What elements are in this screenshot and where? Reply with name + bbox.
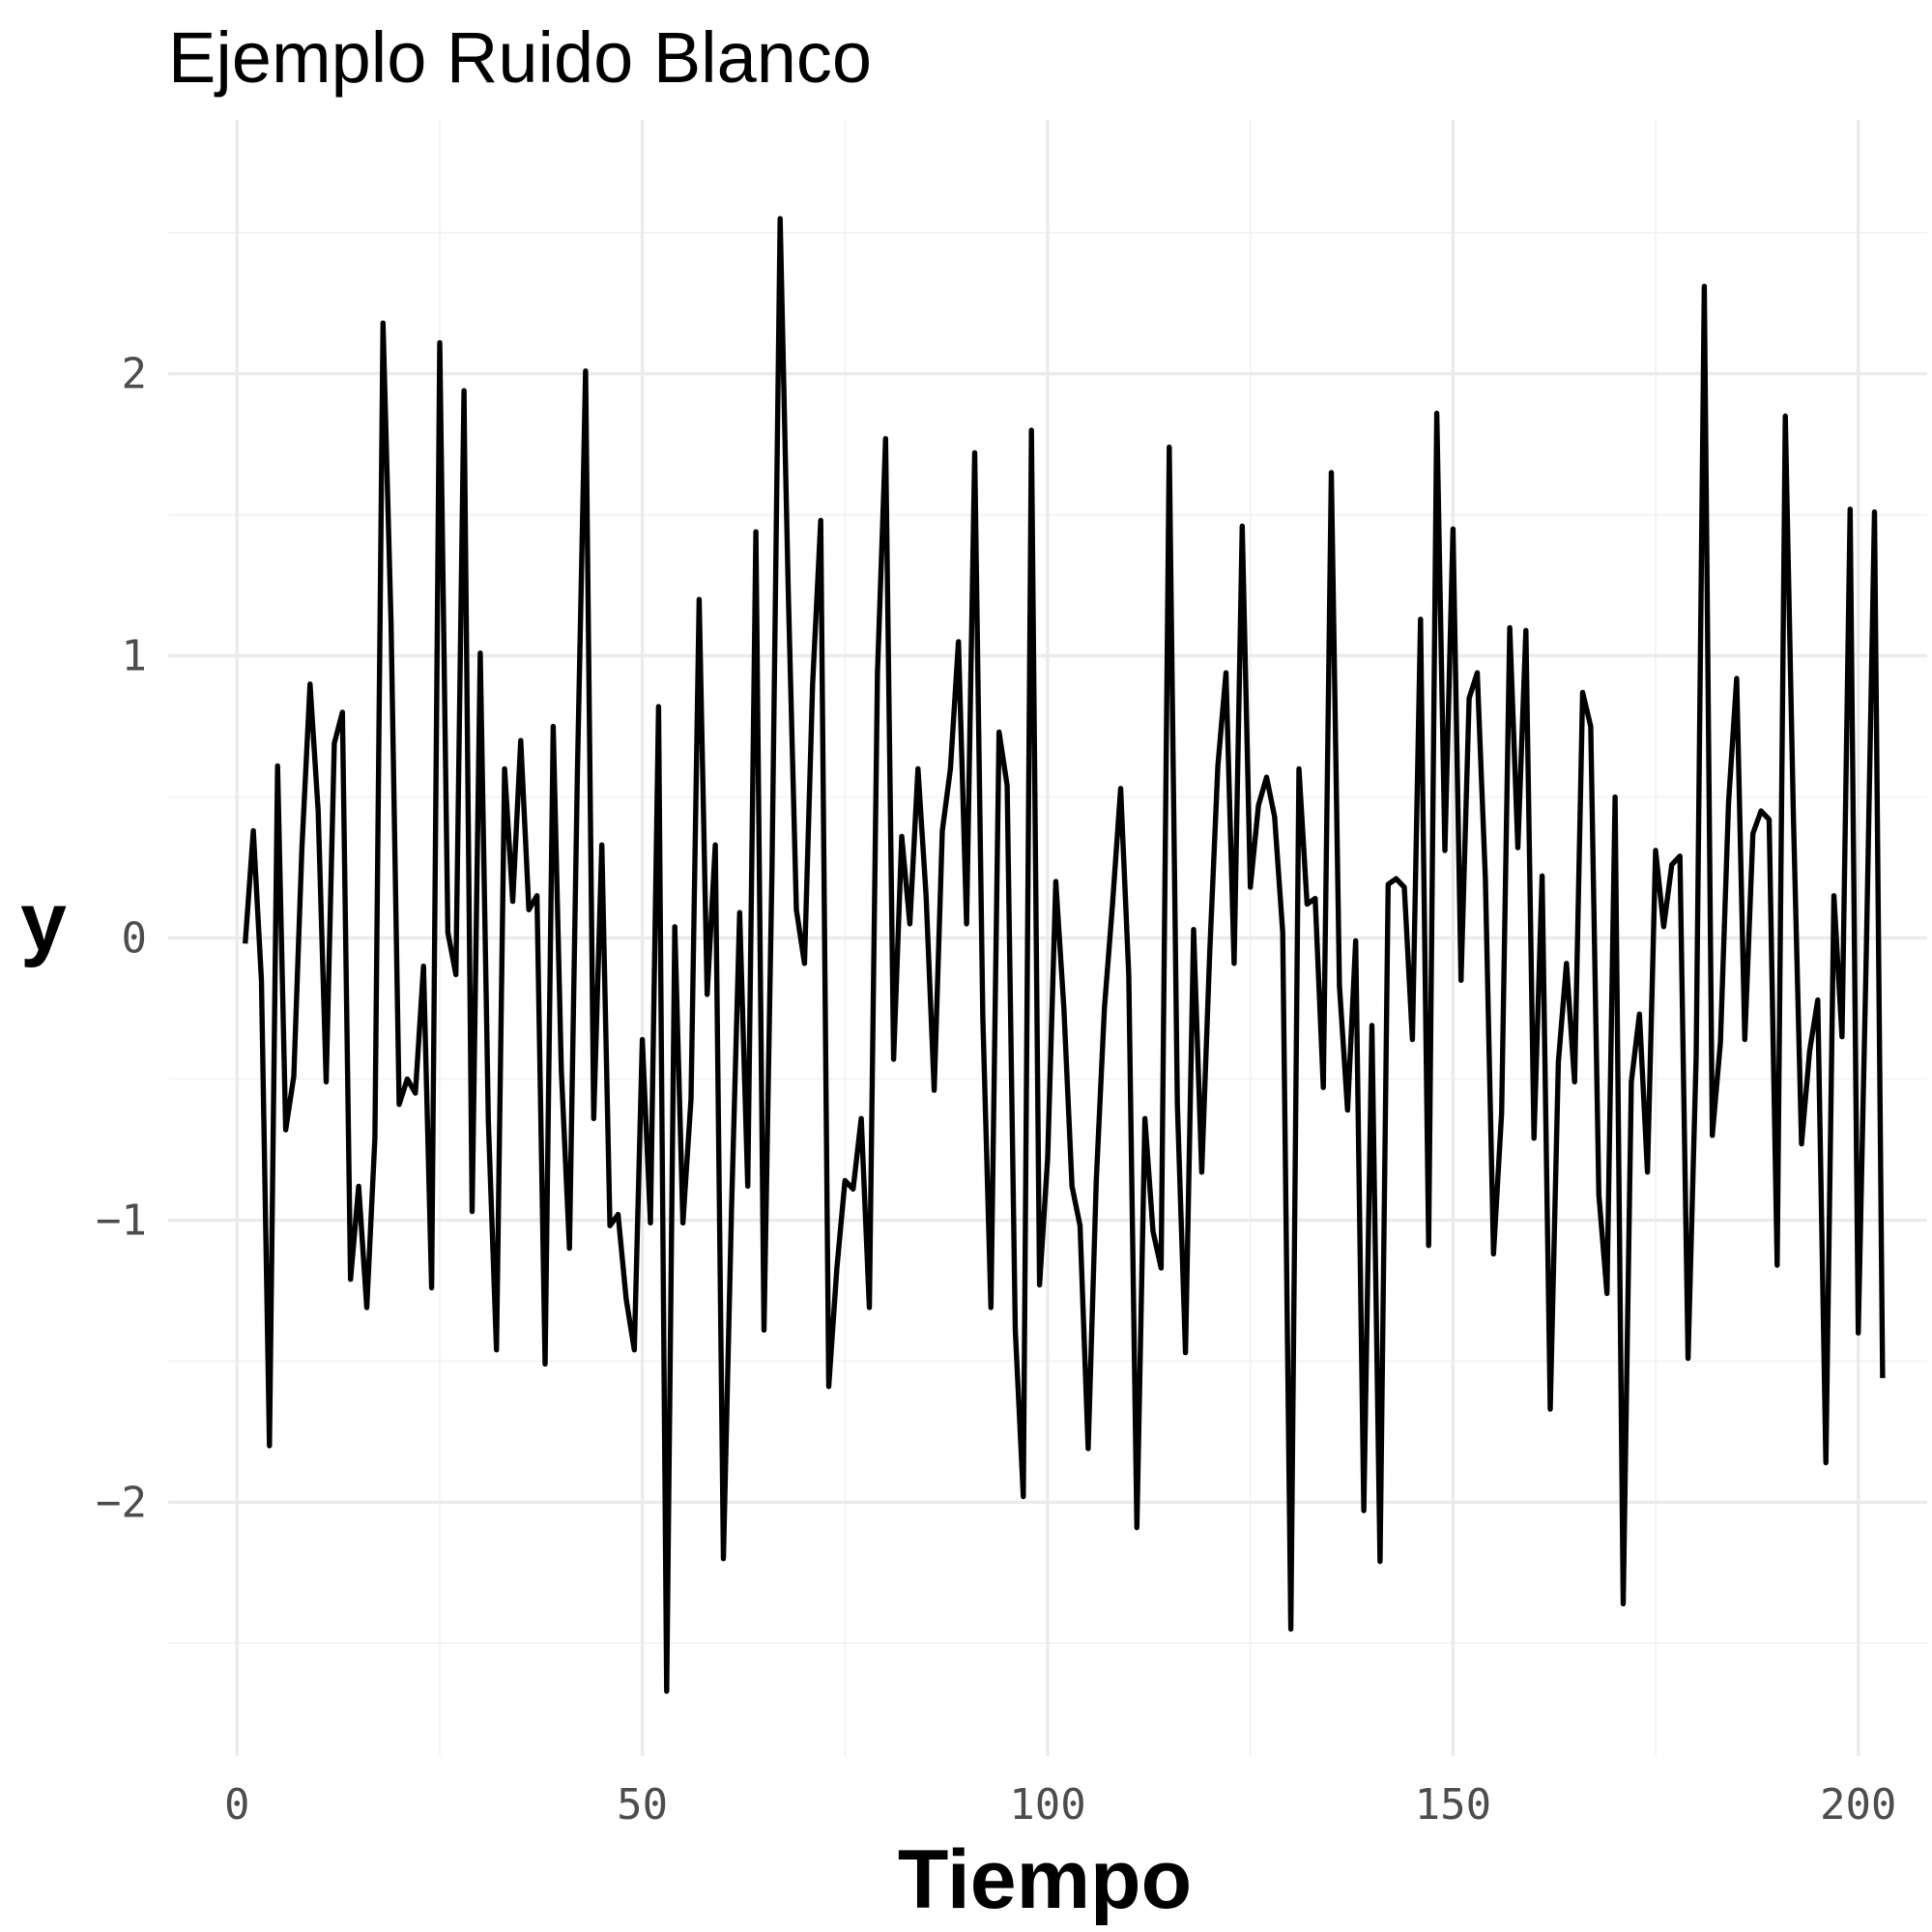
y-axis-title: y	[20, 876, 67, 968]
x-axis-title: Tiempo	[898, 1833, 1192, 1926]
y-tick-label: 0	[122, 914, 148, 964]
y-tick-label: −2	[96, 1478, 147, 1527]
x-tick-label: 0	[224, 1780, 250, 1830]
y-tick-label: 2	[122, 350, 148, 399]
x-axis-ticks: 0 50 100 150 200	[224, 1780, 1896, 1830]
series-line	[243, 216, 1886, 1694]
chart-title: Ejemplo Ruido Blanco	[168, 17, 872, 98]
series-layer	[243, 216, 1886, 1694]
x-tick-label: 150	[1415, 1780, 1491, 1830]
y-tick-label: 1	[122, 632, 148, 681]
y-tick-label: −1	[96, 1196, 147, 1245]
x-tick-label: 50	[617, 1780, 668, 1830]
x-tick-label: 200	[1820, 1780, 1896, 1830]
y-axis-ticks: −2 −1 0 1 2	[96, 350, 147, 1528]
x-tick-label: 100	[1009, 1780, 1085, 1830]
